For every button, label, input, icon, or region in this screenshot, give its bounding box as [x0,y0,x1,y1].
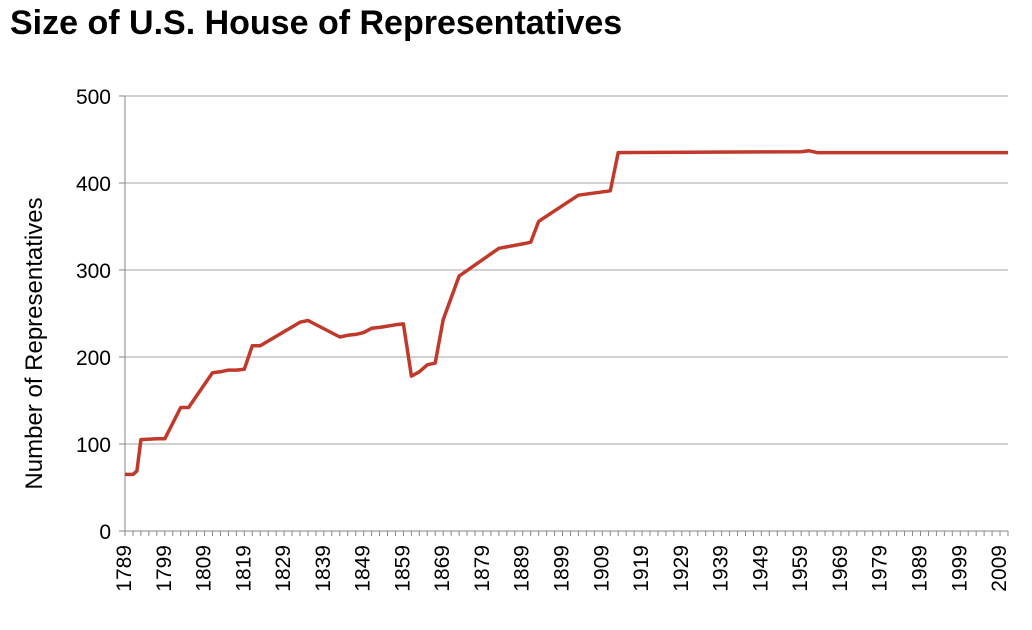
y-tick-labels: 0 100 200 300 400 500 [76,86,111,544]
gridlines [125,95,1008,445]
series-line [125,149,1008,477]
y-tick-label: 400 [76,173,111,196]
y-tick-label: 500 [76,86,111,109]
x-tick-label: 1879 [471,545,494,592]
series [125,149,1008,477]
x-tick-label: 1799 [153,545,176,592]
x-tick-label: 1929 [670,545,693,592]
x-tick-label: 1859 [391,545,414,592]
x-tick-label: 1869 [431,545,454,592]
axes [119,95,1009,536]
x-tick-label: 1819 [232,545,255,592]
x-tick-label: 1979 [869,545,892,592]
x-tick-label: 1999 [948,545,971,592]
x-tick-label: 1889 [511,545,534,592]
x-tick-label: 2009 [988,545,1011,592]
y-tick-label: 100 [76,434,111,457]
x-tick-label: 1839 [312,545,335,592]
x-tick-label: 1809 [193,545,216,592]
chart-title: Size of U.S. House of Representatives [10,4,623,42]
x-tick-label: 1829 [272,545,295,592]
x-tick-label: 1909 [590,545,613,592]
y-tick-label: 200 [76,347,111,370]
x-tick-label: 1939 [710,545,733,592]
x-tick-labels: 1789 1799 1809 1819 1829 1839 1849 1859 1869 1879… [113,545,1011,592]
x-tick-label: 1989 [908,545,931,592]
y-axis-label: Number of Representatives [21,197,48,489]
x-tick-label: 1789 [113,545,136,592]
x-tick-label: 1959 [789,545,812,592]
x-tick-label: 1899 [551,545,574,592]
y-tick-label: 300 [76,260,111,283]
x-tick-label: 1949 [749,545,772,592]
x-tick-label: 1919 [630,545,653,592]
x-tick-label: 1849 [352,545,375,592]
x-tick-label: 1969 [829,545,852,592]
y-tick-label: 0 [99,521,111,544]
